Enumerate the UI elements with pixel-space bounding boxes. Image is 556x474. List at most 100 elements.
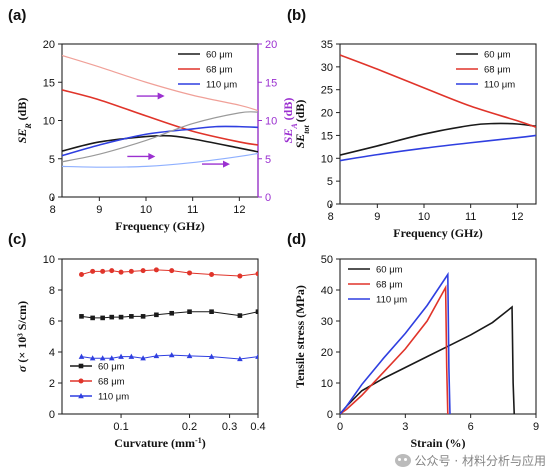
y-axis-label-b-main: SE (293, 134, 307, 149)
legend-marker-square (78, 363, 84, 369)
legend-label: 110 μm (376, 295, 407, 306)
data-point-square (90, 315, 95, 321)
y-right-axis-label-text: SEA (dB) (281, 98, 299, 144)
panel-c: (c) 0.1 0.2 0.3 0.4 0 2 4 6 8 10 Curvature (mm-1) σ … (8, 231, 266, 450)
data-point-square (109, 314, 115, 320)
data-point-triangle (108, 355, 115, 361)
y-axis-label-b: SEtot (dB) (293, 100, 311, 149)
plot-frame-d (339, 258, 537, 415)
data-point-circle (169, 268, 175, 274)
y-axis-label-d-text: Tensile stress (MPa) (293, 285, 307, 388)
data-point-triangle (140, 355, 146, 361)
x-tick-label-c: 0.4 (250, 421, 265, 433)
legend-a: 60 μm 68 μm 110 μm (178, 50, 237, 91)
y-tick-label-b: 5 (327, 176, 333, 188)
series-group-d (340, 271, 516, 414)
y-tick-label-b: 35 (321, 39, 333, 51)
y-tick-label-c: 8 (49, 285, 55, 297)
y-tick-label-a: 5 (49, 154, 55, 166)
data-point-square (118, 314, 124, 320)
y-right-axis-label-sub: A (290, 123, 299, 130)
y-right-tick-label: 20 (265, 39, 277, 51)
x-tick-label-a: 10 (140, 204, 152, 216)
wechat-icon (394, 454, 411, 467)
data-point-square (209, 309, 214, 314)
x-axis-label-end: ) (202, 436, 206, 450)
series-line-b-1 (340, 54, 536, 128)
x-tick-label-c: 0.1 (113, 421, 128, 433)
y-tick-label-d: 0 (327, 409, 333, 421)
data-point-square (169, 310, 175, 316)
data-point-square (100, 315, 105, 321)
y-right-tick-label: 15 (265, 77, 277, 89)
y-tick-label-c: 4 (49, 347, 55, 359)
y-right-axis-label-unit: (dB) (281, 98, 295, 124)
data-point-square (187, 309, 192, 314)
legend-label: 60 μm (98, 362, 125, 373)
y-axis-label-c-text: σ (× 10³ S/cm) (15, 301, 29, 372)
x-axis-label-a: Frequency (GHz) (115, 219, 204, 233)
legend-d: 60 μm 68 μm 110 μm (348, 265, 407, 306)
legend-label: 110 μm (98, 392, 129, 403)
series-line-b-0 (340, 122, 536, 156)
panel-d: (d) 0 3 6 9 0 10 20 30 40 50 Strain (%) Tensile stre… (287, 231, 539, 450)
y-axis-label-a-sub: R (24, 123, 33, 130)
data-point-triangle (99, 355, 106, 361)
y-tick-label-d: 30 (321, 316, 333, 328)
y-axis-label-a-main: SE (15, 129, 29, 144)
arrow-head-1 (148, 152, 156, 160)
series-line-d-0 (340, 305, 516, 414)
arrow-head-0 (157, 92, 165, 100)
y-tick-label-c: 6 (49, 316, 55, 328)
y-axis-label-d: Tensile stress (MPa) (293, 285, 307, 388)
series-line-a-1 (62, 89, 258, 146)
x-axis-label-c: Curvature (mm-1) (114, 436, 205, 451)
series-group-c (78, 267, 258, 362)
x-tick-label-b: 9 (374, 211, 380, 223)
data-point-triangle (186, 352, 193, 359)
series-group-b (340, 54, 536, 162)
y-tick-label-b: 20 (321, 108, 333, 120)
panel-b: (b) 8 9 10 11 12 0 5 10 15 20 25 30 35 Frequency (GHz)… (287, 7, 537, 240)
y-right-axis-label-main: SE (281, 129, 295, 144)
arrow-head-2 (223, 160, 230, 168)
series-group-a (62, 54, 258, 168)
x-tick-label-b: 12 (511, 211, 523, 223)
plot-frame-c (61, 258, 259, 415)
y-tick-label-a: 15 (43, 77, 55, 89)
y-right-tick-label: 5 (265, 154, 271, 166)
legend-label: 60 μm (484, 50, 511, 61)
data-point-square (79, 314, 84, 319)
data-point-triangle (237, 355, 243, 362)
data-point-circle (237, 273, 243, 279)
legend-label: 68 μm (98, 377, 125, 388)
legend-label: 68 μm (206, 65, 233, 76)
series-line-d-1 (340, 284, 449, 414)
y-tick-label-c: 0 (49, 409, 55, 421)
series-line-b-2 (340, 134, 536, 162)
y-tick-label-b: 15 (321, 130, 333, 142)
y-tick-label-d: 40 (321, 285, 333, 297)
data-point-square (237, 313, 243, 318)
y-tick-label-a: 0 (49, 192, 55, 204)
legend-marker-triangle (78, 393, 84, 399)
y-tick-label-a: 10 (43, 116, 55, 128)
x-tick-label-a: 11 (187, 204, 198, 216)
data-point-circle (90, 268, 96, 274)
x-tick-label-b: 11 (465, 211, 476, 223)
x-axis-label-d: Strain (%) (411, 436, 466, 450)
y-axis-label-c: σ (× 10³ S/cm) (15, 301, 29, 372)
y-tick-label-d: 10 (321, 378, 333, 390)
legend-label: 60 μm (376, 265, 403, 276)
x-tick-label-d: 0 (337, 421, 343, 433)
data-point-circle (209, 272, 215, 277)
legend-label: 60 μm (206, 50, 233, 61)
data-point-circle (109, 268, 115, 274)
x-tick-label-d: 3 (402, 421, 408, 433)
data-point-circle (78, 272, 84, 277)
watermark-text: 公众号 · 材料分析与应用 (414, 454, 546, 468)
data-point-circle (128, 268, 134, 274)
y-right-tick-label: 0 (265, 192, 271, 204)
